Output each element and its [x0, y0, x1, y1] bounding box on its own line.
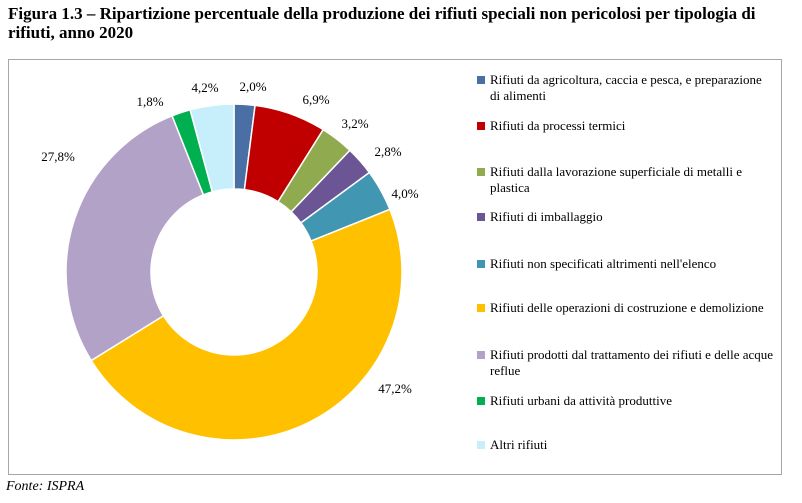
- legend-swatch: [477, 397, 485, 405]
- slice-7: [65, 114, 205, 362]
- chart-area: [8, 59, 782, 475]
- legend-label: Rifiuti prodotti dal trattamento dei rif…: [490, 347, 774, 378]
- legend-swatch: [477, 122, 485, 130]
- legend-swatch: [477, 213, 485, 221]
- legend-label: Altri rifiuti: [490, 437, 548, 452]
- slice-label-4: 2,8%: [374, 144, 401, 159]
- legend-label: Rifiuti delle operazioni di costruzione …: [490, 300, 764, 315]
- slice-label-3: 3,2%: [341, 116, 368, 131]
- slice-9: [189, 103, 235, 193]
- slice-label-7: 27,8%: [41, 149, 75, 164]
- legend-swatch: [477, 441, 485, 449]
- legend-label: Rifiuti da processi termici: [490, 118, 626, 133]
- figure-title: Figura 1.3 – Ripartizione percentuale de…: [8, 4, 756, 42]
- slice-label-6: 47,2%: [378, 381, 412, 396]
- legend-label: Rifiuti da agricoltura, caccia e pesca, …: [490, 72, 762, 103]
- slice-label-8: 1,8%: [136, 94, 163, 109]
- slice-label-1: 2,0%: [239, 79, 266, 94]
- legend-swatch: [477, 304, 485, 312]
- legend-swatch: [477, 351, 485, 359]
- legend-label: Rifiuti dalla lavorazione superficiale d…: [490, 164, 742, 195]
- source-note: Fonte: ISPRA: [6, 479, 85, 494]
- legend-swatch: [477, 260, 485, 268]
- legend-label: Rifiuti non specificati altrimenti nell'…: [490, 256, 717, 271]
- legend-swatch: [477, 168, 485, 176]
- legend-label: Rifiuti urbani da attività produttive: [490, 393, 672, 408]
- slice-label-5: 4,0%: [391, 186, 418, 201]
- legend-swatch: [477, 76, 485, 84]
- slice-label-9: 4,2%: [191, 80, 218, 95]
- slice-label-2: 6,9%: [302, 92, 329, 107]
- legend-label: Rifiuti di imballaggio: [490, 209, 603, 224]
- slice-6: [90, 208, 403, 441]
